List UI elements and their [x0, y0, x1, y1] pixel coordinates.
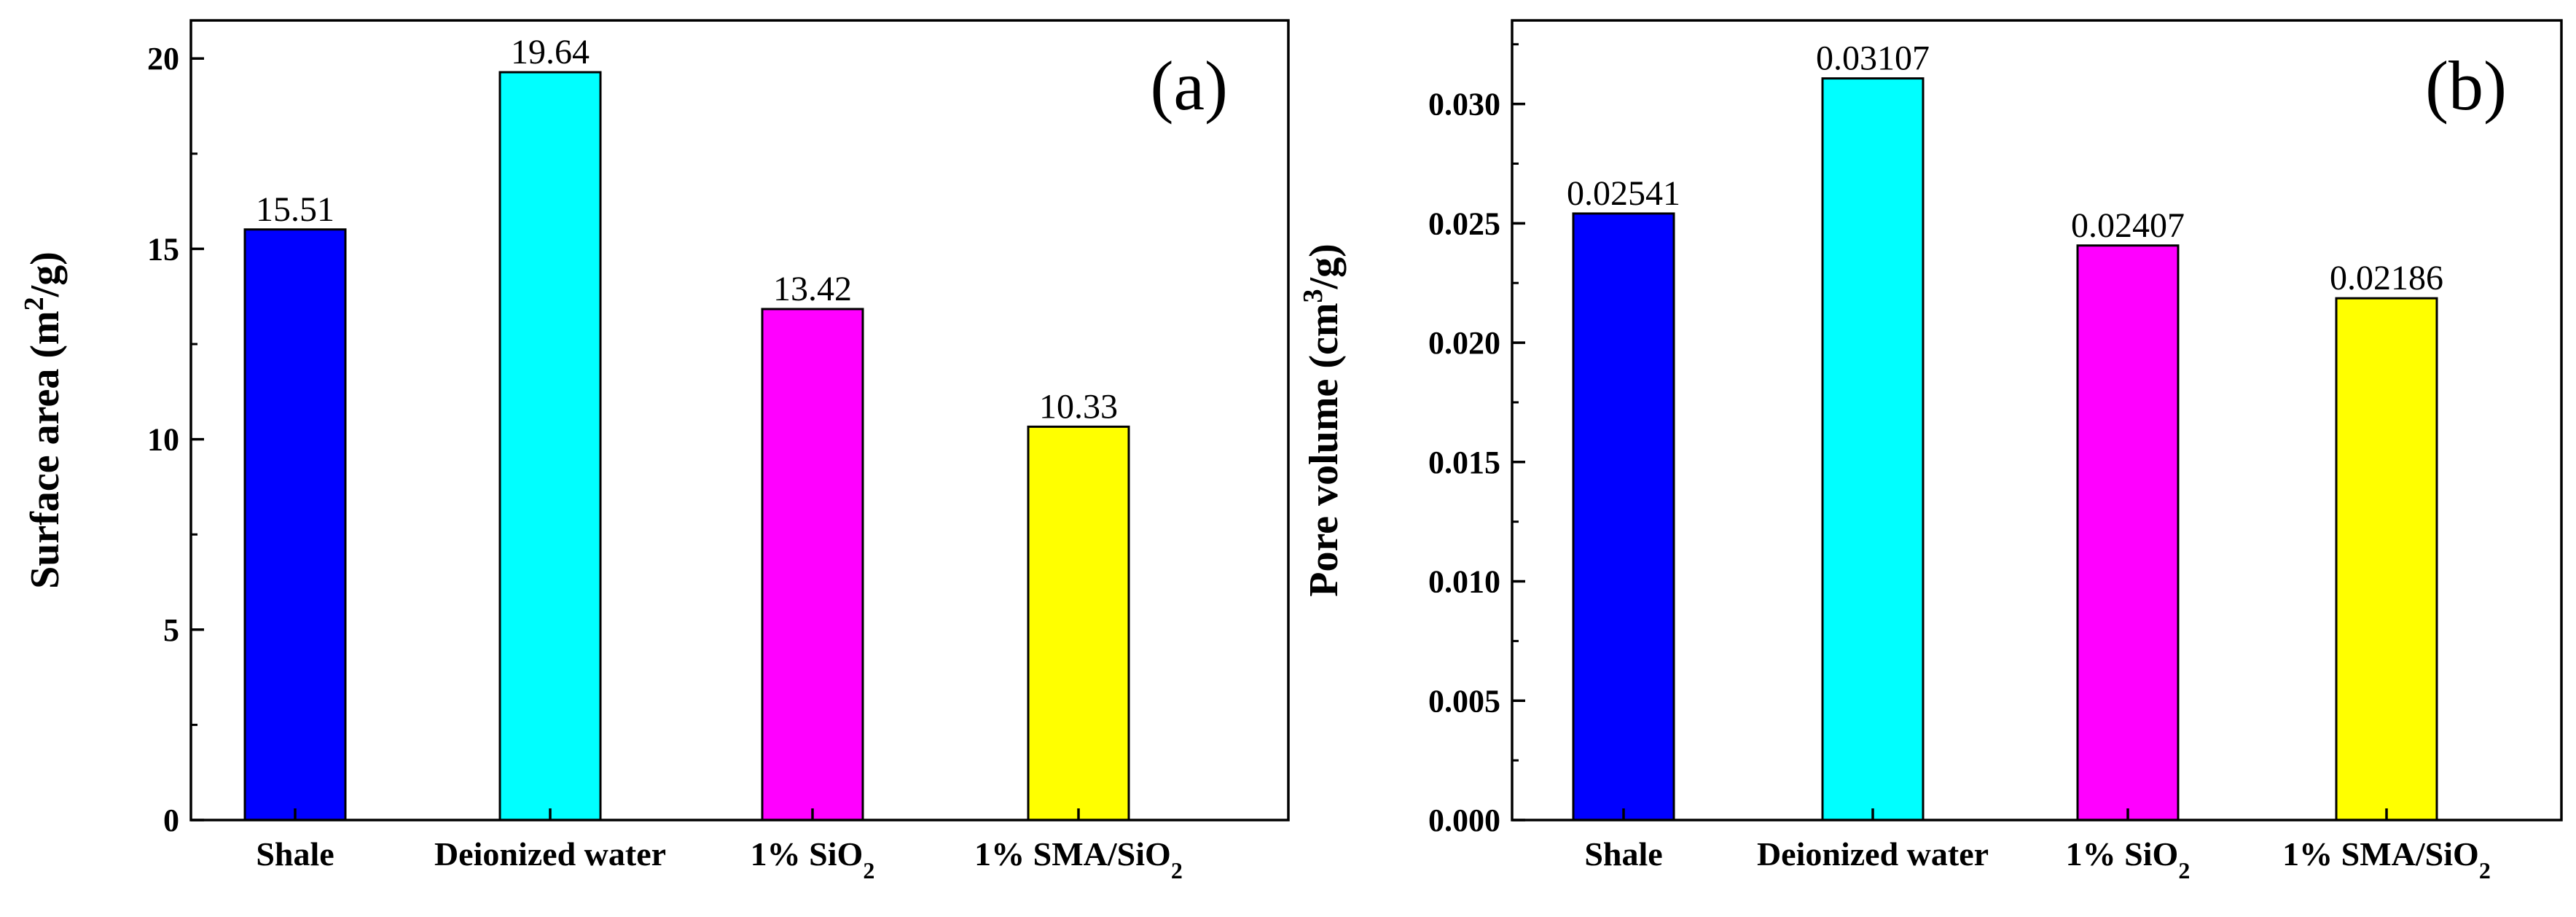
y-tick-label: 0.015 — [1428, 445, 1500, 480]
y-tick-label: 0.010 — [1428, 564, 1500, 600]
y-axis-title: Pore volume (cm3/g) — [1298, 243, 1347, 596]
chart-panel-a: 15.51 19.64 13.42 10.33 0 5 10 15 20 Shale Deioniz… — [19, 19, 1290, 883]
bar-1 — [498, 71, 602, 822]
x-tick-label: 1% SiO2 — [751, 835, 875, 883]
x-tick-label: Shale — [256, 835, 334, 873]
y-axis-title-main: Pore volume (cm — [1301, 303, 1347, 596]
y-tick-label: 0.020 — [1428, 325, 1500, 361]
x-tick-label-main: Deionized water — [434, 835, 666, 873]
y-tick-label: 0.030 — [1428, 87, 1500, 122]
y-tick-label: 0.005 — [1428, 683, 1500, 719]
bar-2 — [761, 308, 864, 822]
y-tick-label: 20 — [147, 41, 179, 77]
data-label-3: 10.33 — [1039, 387, 1118, 426]
x-tick-label: 1% SMA/SiO2 — [974, 835, 1183, 883]
x-tick-label: 1% SMA/SiO2 — [2282, 835, 2491, 883]
x-tick-label-main: Deionized water — [1757, 835, 1989, 873]
data-label-3: 0.02186 — [2330, 259, 2443, 297]
y-tick-label: 5 — [163, 612, 179, 648]
x-tick-label-sub: 2 — [2479, 857, 2491, 883]
x-tick-label-main: Shale — [256, 835, 334, 873]
bar-3 — [1027, 425, 1130, 822]
data-label-0: 0.02541 — [1567, 174, 1680, 213]
y-axis-title-tail: /g) — [1301, 243, 1347, 289]
y-tick-label: 0 — [163, 803, 179, 838]
y-tick-label: 10 — [147, 422, 179, 458]
bar-1 — [1821, 77, 1925, 822]
data-label-2: 0.02407 — [2071, 206, 2185, 245]
x-tick-label: Shale — [1584, 835, 1662, 873]
y-axis-title: Surface area (m2/g) — [19, 251, 68, 589]
x-tick-label: 1% SiO2 — [2066, 835, 2191, 883]
bar-3 — [2335, 297, 2438, 822]
y-axis-title-tail: /g) — [23, 251, 68, 297]
panel-label: (b) — [2425, 47, 2507, 125]
x-tick-label: Deionized water — [434, 835, 666, 873]
plot-frame — [189, 19, 1290, 822]
bar-0 — [1572, 212, 1675, 822]
x-tick-label-sub: 2 — [2178, 857, 2190, 883]
plot-frame — [1511, 19, 2563, 822]
bar-0 — [243, 228, 347, 822]
x-tick-label-sub: 2 — [863, 857, 874, 883]
y-axis-title-sup: 2 — [19, 297, 50, 311]
data-label-2: 13.42 — [773, 270, 852, 308]
x-tick-label-main: 1% SMA/SiO — [974, 835, 1171, 873]
data-label-1: 19.64 — [511, 33, 590, 71]
bar-2 — [2076, 244, 2180, 822]
panel-label: (a) — [1150, 47, 1228, 125]
x-tick-label-main: 1% SMA/SiO — [2282, 835, 2479, 873]
x-tick-label: Deionized water — [1757, 835, 1989, 873]
y-tick-label: 0.025 — [1428, 206, 1500, 241]
y-tick-label: 0.000 — [1428, 803, 1500, 838]
y-axis-title-sup: 3 — [1298, 289, 1328, 303]
y-axis-title-main: Surface area (m — [23, 311, 68, 589]
chart-panel-b: 0.02541 0.03107 0.02407 0.02186 0.000 0.005 0.… — [1298, 19, 2563, 883]
y-tick-label: 15 — [147, 231, 179, 267]
data-label-1: 0.03107 — [1816, 39, 1930, 78]
x-tick-label-main: 1% SiO — [751, 835, 864, 873]
x-tick-label-main: Shale — [1584, 835, 1662, 873]
x-tick-label-main: 1% SiO — [2066, 835, 2179, 873]
x-tick-label-sub: 2 — [1171, 857, 1183, 883]
data-label-0: 15.51 — [256, 190, 334, 229]
